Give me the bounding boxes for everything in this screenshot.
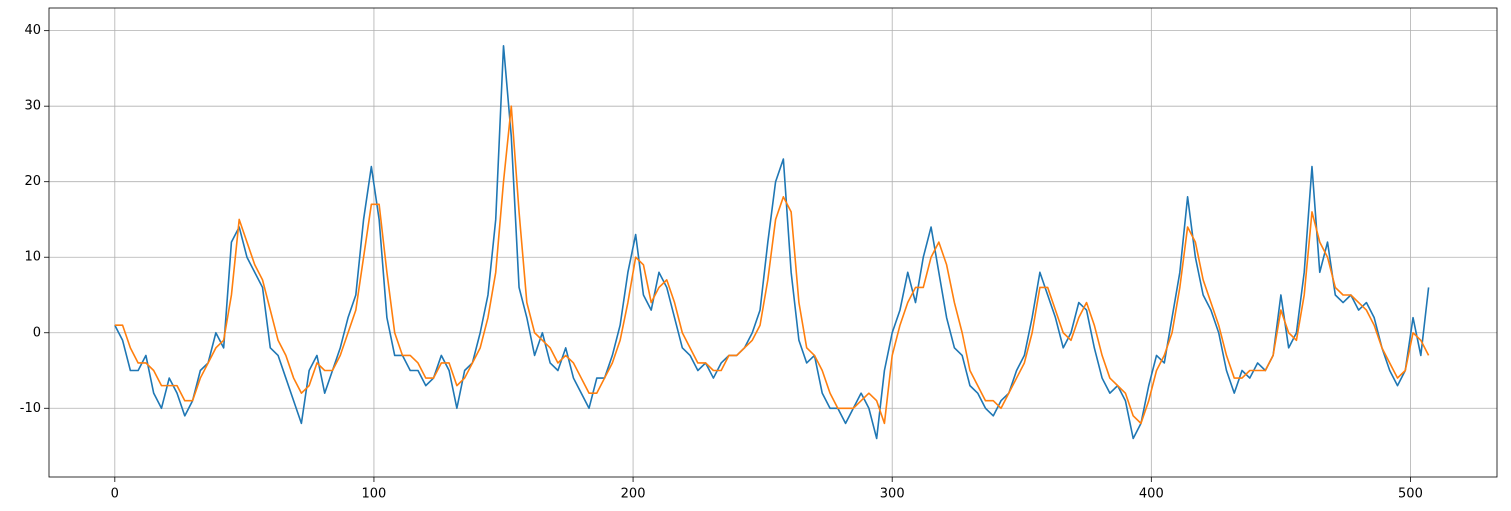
y-tick-label: 30 bbox=[24, 99, 41, 114]
x-tick-label: 300 bbox=[880, 487, 905, 502]
series-line bbox=[114, 105, 1430, 425]
y-tick-label: 0 bbox=[33, 325, 41, 340]
y-tick-label: 20 bbox=[24, 174, 41, 189]
plot-frame bbox=[48, 7, 1498, 478]
x-tick-label: 0 bbox=[111, 487, 119, 502]
x-tick-label: 200 bbox=[621, 487, 646, 502]
y-tick-label: -10 bbox=[20, 401, 41, 416]
y-tick-label: 10 bbox=[24, 250, 41, 265]
x-tick-label: 400 bbox=[1139, 487, 1164, 502]
y-tick-label: 40 bbox=[24, 23, 41, 38]
x-tick-label: 100 bbox=[362, 487, 387, 502]
x-tick-label: 500 bbox=[1398, 487, 1423, 502]
